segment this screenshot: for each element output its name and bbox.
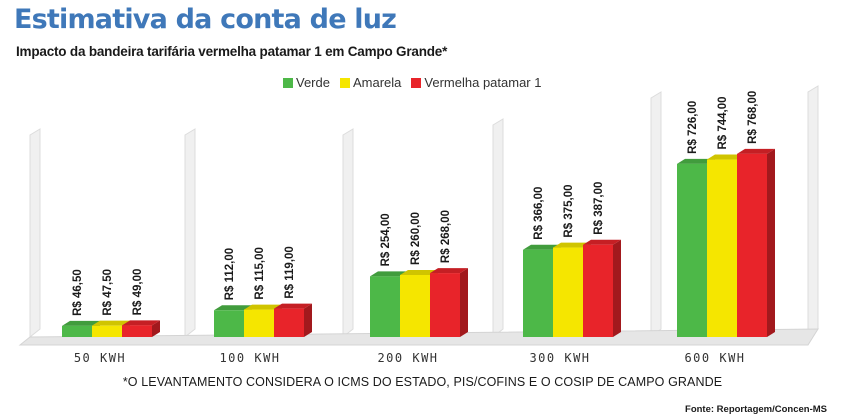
- bar-side-vermelha-patamar-1: [152, 320, 160, 337]
- bar-top-vermelha-patamar-1: [274, 303, 312, 309]
- legend-swatch-vermelha: [411, 77, 422, 88]
- data-label-vermelha-patamar-1: R$ 49,00: [132, 269, 144, 316]
- data-label-vermelha-patamar-1: R$ 387,00: [593, 182, 605, 235]
- bar-top-vermelha-patamar-1: [737, 148, 775, 154]
- bar-amarela: [244, 309, 274, 337]
- chart-subtitle: Impacto da bandeira tarifária vermelha p…: [16, 44, 448, 59]
- panel-wall: [492, 118, 504, 339]
- bar-verde: [214, 310, 244, 337]
- bar-amarela: [707, 159, 737, 337]
- bar-side-vermelha-patamar-1: [767, 148, 775, 337]
- bar-top-amarela: [553, 242, 591, 248]
- bar-amarela: [553, 247, 583, 337]
- panel-wall: [342, 128, 354, 339]
- bar-side-vermelha-patamar-1: [613, 239, 621, 337]
- source-credit: Fonte: Reportagem/Concen-MS: [685, 404, 827, 415]
- bar-top-verde: [370, 271, 408, 277]
- chart-title: Estimativa da conta de luz: [14, 4, 397, 35]
- footnote: *O LEVANTAMENTO CONSIDERA O ICMS DO ESTA…: [122, 375, 723, 389]
- data-label-amarela: R$ 47,50: [102, 269, 114, 316]
- bar-top-vermelha-patamar-1: [430, 268, 468, 274]
- panel-wall-right: [807, 85, 819, 339]
- bar-amarela: [400, 274, 430, 337]
- x-tick-label: 600 KWH: [684, 351, 745, 365]
- x-tick-label: 200 KWH: [377, 351, 438, 365]
- data-label-verde: R$ 46,50: [72, 269, 84, 316]
- bar-verde: [370, 276, 400, 337]
- bar-verde: [62, 325, 92, 337]
- data-label-vermelha-patamar-1: R$ 768,00: [747, 91, 759, 144]
- data-label-amarela: R$ 375,00: [563, 184, 575, 237]
- bar-vermelha-patamar-1: [430, 273, 460, 337]
- legend-item-vermelha: Vermelha patamar 1: [411, 75, 541, 90]
- panel-wall: [184, 128, 196, 339]
- bar-top-verde: [523, 244, 561, 250]
- bar-top-amarela: [92, 320, 130, 326]
- panel-wall: [29, 128, 41, 339]
- bar-top-verde: [62, 320, 100, 326]
- bar-vermelha-patamar-1: [583, 244, 613, 337]
- bar-top-amarela: [707, 154, 745, 160]
- legend-label-vermelha: Vermelha patamar 1: [424, 75, 542, 90]
- legend-item-verde: Verde: [283, 75, 330, 90]
- bar-amarela: [92, 325, 122, 337]
- bar-top-amarela: [400, 269, 438, 275]
- data-label-verde: R$ 366,00: [533, 187, 545, 240]
- bar-top-verde: [214, 305, 252, 311]
- bar-top-vermelha-patamar-1: [583, 239, 621, 245]
- data-label-amarela: R$ 744,00: [717, 96, 729, 149]
- x-tick-label: 100 KWH: [219, 351, 280, 365]
- data-label-verde: R$ 254,00: [380, 213, 392, 266]
- bar-vermelha-patamar-1: [274, 308, 304, 337]
- legend-item-amarela: Amarela: [339, 75, 402, 90]
- bar-vermelha-patamar-1: [737, 153, 767, 337]
- data-label-verde: R$ 726,00: [687, 101, 699, 154]
- data-label-amarela: R$ 260,00: [410, 212, 422, 265]
- bar-side-vermelha-patamar-1: [460, 268, 468, 337]
- bar-top-verde: [677, 158, 715, 164]
- legend-label-verde: Verde: [296, 75, 330, 90]
- legend: Verde Amarela Vermelha patamar 1: [283, 75, 547, 90]
- bar-verde: [677, 163, 707, 337]
- panel-wall: [650, 91, 662, 339]
- data-label-amarela: R$ 115,00: [254, 247, 266, 299]
- bar-verde: [523, 249, 553, 337]
- bar-vermelha-patamar-1: [122, 325, 152, 337]
- bar-top-amarela: [244, 304, 282, 310]
- bar-side-vermelha-patamar-1: [304, 303, 312, 337]
- data-label-verde: R$ 112,00: [224, 248, 236, 300]
- legend-label-amarela: Amarela: [352, 75, 402, 90]
- legend-swatch-amarela: [339, 77, 350, 88]
- x-tick-label: 50 KWH: [74, 351, 126, 365]
- x-tick-label: 300 KWH: [529, 351, 590, 365]
- data-label-vermelha-patamar-1: R$ 268,00: [440, 210, 452, 263]
- legend-swatch-verde: [283, 77, 293, 88]
- bar-top-vermelha-patamar-1: [122, 320, 160, 326]
- data-label-vermelha-patamar-1: R$ 119,00: [284, 246, 296, 298]
